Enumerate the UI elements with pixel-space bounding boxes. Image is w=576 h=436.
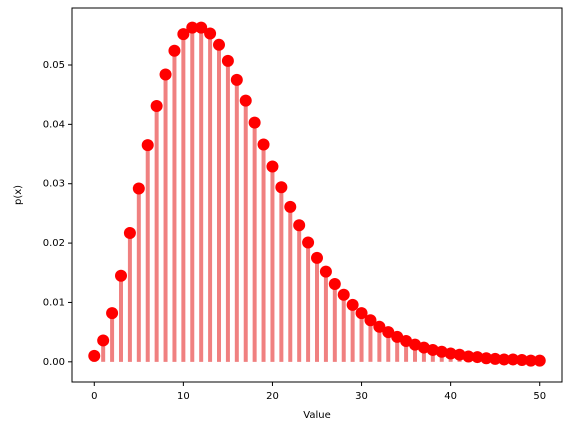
x-tick-label: 0 [91, 391, 97, 402]
y-tick-label: 0.02 [43, 238, 65, 249]
marker [337, 288, 350, 301]
marker [524, 354, 537, 367]
marker [177, 28, 190, 41]
marker [355, 307, 368, 320]
marker [480, 352, 493, 365]
marker [257, 138, 270, 151]
x-tick-label: 40 [444, 391, 457, 402]
marker [248, 116, 261, 129]
marker [123, 226, 136, 239]
marker [426, 343, 439, 356]
marker [311, 251, 323, 264]
marker [275, 181, 288, 194]
marker [328, 278, 341, 291]
y-tick-label: 0.05 [43, 60, 65, 71]
y-tick-label: 0.03 [43, 179, 65, 190]
marker [435, 345, 448, 358]
marker [498, 353, 511, 366]
marker [213, 38, 225, 51]
marker [346, 298, 359, 311]
marker [186, 21, 199, 34]
marker [230, 73, 243, 86]
x-tick-label: 50 [533, 391, 546, 402]
marker [221, 54, 234, 67]
marker [515, 354, 528, 367]
x-tick-label: 30 [355, 391, 368, 402]
y-tick-label: 0.04 [43, 119, 65, 130]
marker [489, 352, 502, 365]
y-tick-label: 0.00 [43, 357, 65, 368]
x-tick-label: 20 [266, 391, 279, 402]
marker [373, 320, 386, 333]
marker [141, 139, 154, 152]
marker [471, 351, 484, 364]
plot-frame [71, 7, 563, 383]
marker [97, 334, 110, 347]
marker [266, 160, 279, 173]
marker [391, 330, 404, 343]
marker [159, 68, 172, 81]
marker [168, 44, 181, 57]
marker [132, 182, 145, 195]
x-axis-label: Value [303, 410, 330, 421]
marker [462, 350, 475, 363]
marker [319, 265, 332, 278]
marker [507, 353, 519, 366]
marker [302, 236, 315, 249]
marker [195, 21, 208, 34]
marker [444, 347, 457, 360]
marker [364, 314, 377, 327]
marker [284, 200, 297, 213]
marker [150, 99, 163, 112]
marker [106, 307, 119, 320]
x-tick-label: 10 [177, 391, 190, 402]
marker [204, 27, 217, 40]
marker [533, 354, 546, 367]
marker [239, 94, 252, 107]
marker [293, 219, 306, 232]
marker [88, 349, 101, 362]
marker [115, 269, 127, 282]
marker [453, 348, 466, 361]
y-axis-label: p(x) [13, 185, 24, 205]
marker [382, 326, 395, 339]
y-tick-label: 0.01 [43, 297, 65, 308]
